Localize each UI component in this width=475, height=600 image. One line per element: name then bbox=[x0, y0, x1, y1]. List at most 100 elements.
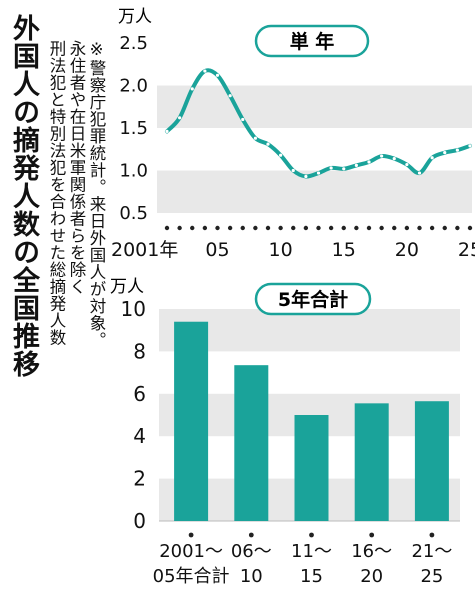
x-tick-dot bbox=[392, 225, 397, 231]
x-tick-label: 25 bbox=[458, 239, 475, 261]
x-tick-dot bbox=[215, 225, 220, 231]
note-line-3: 刑法犯と特別法犯を合わせた総摘発人数 bbox=[47, 40, 66, 346]
data-point bbox=[165, 129, 169, 133]
bar bbox=[414, 401, 449, 521]
data-point bbox=[455, 148, 459, 152]
x-tick-label: 20 bbox=[395, 239, 419, 261]
data-point bbox=[190, 87, 194, 91]
x-tick-label: 10 bbox=[269, 239, 293, 261]
note-line-2: 永住者や在日米軍関係者らを除く bbox=[67, 40, 86, 295]
data-point bbox=[266, 142, 270, 146]
data-point bbox=[417, 171, 422, 175]
x-tick-dot bbox=[316, 225, 321, 231]
y-tick-label: 1.5 bbox=[119, 118, 148, 139]
data-point bbox=[430, 156, 434, 160]
y-tick-label: 2.0 bbox=[119, 76, 148, 97]
line-chart-title-pill: 単 年 bbox=[254, 24, 370, 58]
y-tick-label: 2.5 bbox=[119, 33, 148, 54]
x-tick-dot bbox=[164, 225, 170, 231]
x-tick-label-line2: 25 bbox=[420, 566, 443, 587]
y-tick-label: 2 bbox=[133, 467, 146, 491]
x-tick-dot bbox=[177, 225, 182, 231]
bar bbox=[234, 365, 269, 521]
y-tick-label: 6 bbox=[133, 382, 146, 406]
grid-band bbox=[159, 309, 460, 352]
data-point bbox=[405, 162, 409, 167]
data-point bbox=[354, 163, 358, 167]
x-tick-dot bbox=[227, 225, 233, 231]
y-tick-label: 4 bbox=[133, 424, 146, 448]
data-point bbox=[342, 167, 346, 171]
x-tick-label-line2: 15 bbox=[300, 566, 323, 587]
data-point bbox=[367, 160, 371, 164]
x-tick-dot bbox=[303, 225, 309, 231]
data-point bbox=[241, 117, 245, 122]
data-point bbox=[304, 174, 308, 179]
x-tick-dot bbox=[354, 225, 359, 231]
x-tick-label: 15 bbox=[332, 239, 356, 261]
x-tick-dot bbox=[265, 225, 271, 231]
x-tick-dot bbox=[366, 225, 372, 231]
bar bbox=[294, 415, 329, 521]
y-tick-label: 0.5 bbox=[119, 203, 148, 224]
data-point bbox=[279, 153, 283, 157]
x-tick-dot bbox=[429, 532, 435, 538]
x-tick-label-line1: 16〜 bbox=[351, 541, 392, 562]
x-tick-label: 2001年 bbox=[111, 239, 178, 261]
data-point bbox=[380, 154, 384, 158]
line-chart: 万人 0.5 1.0 1.5 2.0 2.5 2001年 05 10 15 20 25 単 年 bbox=[111, 7, 475, 261]
figure-notes: ※警察庁犯罪統計。来日外国人が対象。 永住者や在日米軍関係者らを除く 刑法犯と特… bbox=[47, 40, 106, 595]
x-tick-dot bbox=[442, 225, 447, 231]
data-point bbox=[228, 94, 232, 98]
x-tick-dot bbox=[188, 532, 194, 538]
x-tick-dot bbox=[240, 225, 245, 231]
x-tick-dot bbox=[248, 532, 254, 538]
bar bbox=[354, 403, 389, 521]
data-point bbox=[253, 136, 257, 140]
x-tick-dot bbox=[417, 225, 422, 231]
grid-band bbox=[157, 85, 472, 128]
grid-band bbox=[157, 170, 472, 213]
x-tick-dot bbox=[202, 225, 208, 231]
data-point bbox=[291, 168, 295, 173]
bar-chart-title: 5年合計 bbox=[278, 288, 348, 311]
note-line-1: ※警察庁犯罪統計。来日外国人が対象。 bbox=[87, 40, 106, 349]
x-tick-label-line1: 06〜 bbox=[231, 541, 272, 562]
bar-chart-title-pill: 5年合計 bbox=[254, 282, 372, 316]
data-point bbox=[203, 69, 207, 73]
x-tick-label-line2: 05年合計 bbox=[153, 566, 230, 587]
x-tick-dot bbox=[278, 225, 283, 231]
line-chart-title: 単 年 bbox=[290, 30, 335, 53]
data-point bbox=[443, 151, 447, 155]
x-tick-dot bbox=[253, 225, 258, 231]
x-tick-label-line1: 11〜 bbox=[291, 541, 332, 562]
x-tick-dot bbox=[309, 532, 314, 538]
x-tick-label-line2: 10 bbox=[240, 566, 263, 587]
x-tick-dot bbox=[429, 225, 435, 231]
y-tick-label: 1.0 bbox=[119, 161, 148, 182]
y-tick-label: 0 bbox=[133, 509, 146, 533]
bar-y-unit: 万人 bbox=[110, 277, 144, 297]
data-point bbox=[468, 144, 472, 148]
x-tick-label-line2: 20 bbox=[360, 566, 383, 587]
x-tick-dot bbox=[455, 225, 460, 231]
data-point bbox=[392, 157, 396, 161]
y-tick-label: 10 bbox=[121, 297, 146, 321]
x-tick-dot bbox=[467, 225, 473, 231]
data-point bbox=[178, 116, 182, 120]
figure-title: 外国人の摘発人数の全国推移 bbox=[8, 14, 39, 378]
x-tick-dot bbox=[291, 225, 296, 231]
data-point bbox=[316, 171, 321, 175]
x-tick-label: 05 bbox=[205, 239, 229, 261]
bar bbox=[174, 321, 209, 521]
line-y-unit: 万人 bbox=[118, 7, 152, 27]
data-point bbox=[329, 166, 333, 170]
x-tick-dot bbox=[379, 225, 384, 231]
x-tick-dot bbox=[190, 225, 195, 231]
x-tick-dot bbox=[341, 225, 346, 231]
x-tick-label-line1: 2001〜 bbox=[159, 541, 223, 562]
x-tick-dot bbox=[328, 225, 334, 231]
data-point bbox=[215, 73, 220, 77]
